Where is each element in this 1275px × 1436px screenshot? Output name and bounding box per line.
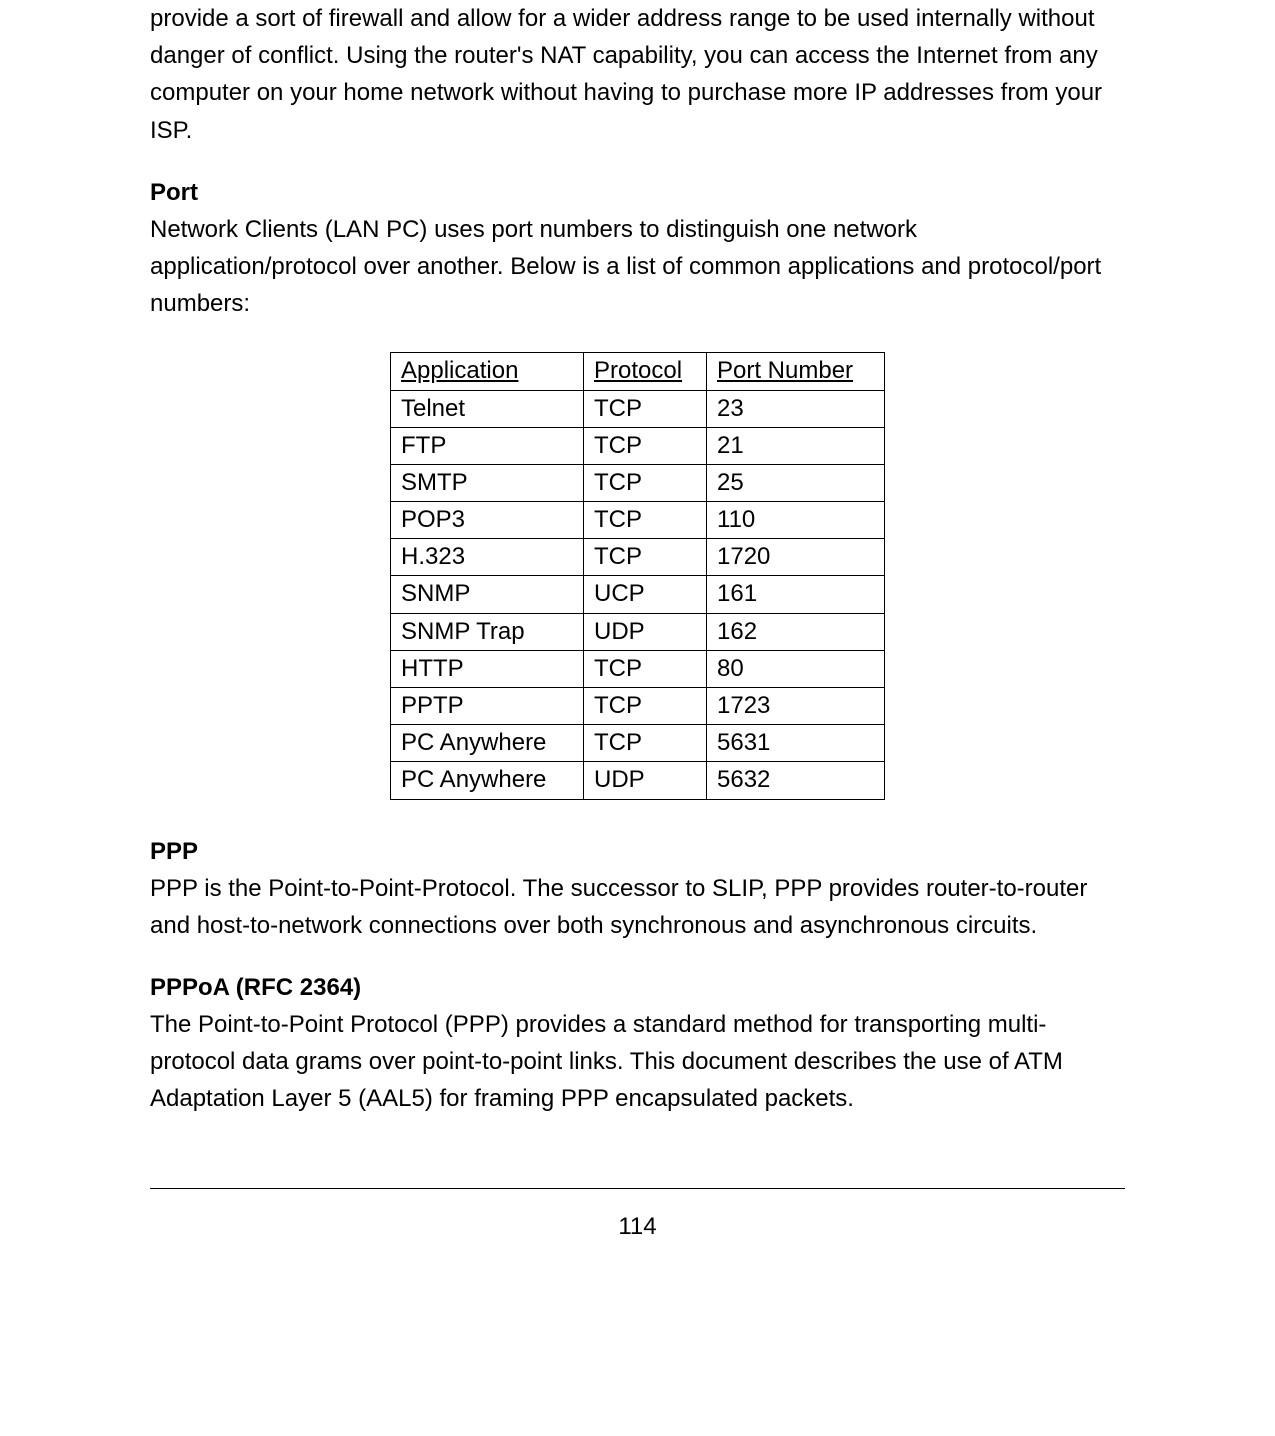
cell-port-number: 1723 <box>707 688 885 725</box>
cell-application: Telnet <box>391 390 584 427</box>
pppoa-body: The Point-to-Point Protocol (PPP) provid… <box>150 1006 1125 1118</box>
footer-rule <box>150 1188 1125 1189</box>
cell-application: PC Anywhere <box>391 762 584 799</box>
table-row: PPTPTCP1723 <box>391 688 885 725</box>
table-row: FTPTCP21 <box>391 427 885 464</box>
page-number: 114 <box>150 1213 1125 1241</box>
pppoa-heading: PPPoA (RFC 2364) <box>150 974 1125 1002</box>
cell-port-number: 5632 <box>707 762 885 799</box>
cell-protocol: TCP <box>584 650 707 687</box>
cell-protocol: UCP <box>584 576 707 613</box>
table-row: H.323TCP1720 <box>391 539 885 576</box>
cell-port-number: 5631 <box>707 725 885 762</box>
cell-protocol: TCP <box>584 688 707 725</box>
port-table: Application Protocol Port Number TelnetT… <box>390 352 885 799</box>
cell-protocol: TCP <box>584 539 707 576</box>
cell-protocol: TCP <box>584 390 707 427</box>
table-row: SNMPUCP161 <box>391 576 885 613</box>
col-header-port-number: Port Number <box>707 353 885 390</box>
table-row: HTTPTCP80 <box>391 650 885 687</box>
table-row: SMTPTCP25 <box>391 464 885 501</box>
cell-port-number: 162 <box>707 613 885 650</box>
document-page: provide a sort of firewall and allow for… <box>0 0 1275 1436</box>
cell-port-number: 110 <box>707 502 885 539</box>
intro-paragraph: provide a sort of firewall and allow for… <box>150 0 1125 149</box>
table-row: PC AnywhereTCP5631 <box>391 725 885 762</box>
ppp-body: PPP is the Point-to-Point-Protocol. The … <box>150 870 1125 944</box>
port-heading: Port <box>150 179 1125 207</box>
col-header-protocol: Protocol <box>584 353 707 390</box>
port-body: Network Clients (LAN PC) uses port numbe… <box>150 211 1125 323</box>
cell-port-number: 21 <box>707 427 885 464</box>
cell-port-number: 25 <box>707 464 885 501</box>
port-table-body: TelnetTCP23FTPTCP21SMTPTCP25POP3TCP110H.… <box>391 390 885 799</box>
cell-application: SNMP <box>391 576 584 613</box>
cell-port-number: 1720 <box>707 539 885 576</box>
table-row: SNMP TrapUDP162 <box>391 613 885 650</box>
cell-port-number: 80 <box>707 650 885 687</box>
col-header-application: Application <box>391 353 584 390</box>
cell-protocol: UDP <box>584 613 707 650</box>
cell-application: PC Anywhere <box>391 725 584 762</box>
cell-application: PPTP <box>391 688 584 725</box>
cell-protocol: TCP <box>584 464 707 501</box>
cell-port-number: 161 <box>707 576 885 613</box>
cell-protocol: TCP <box>584 725 707 762</box>
cell-application: POP3 <box>391 502 584 539</box>
table-row: PC AnywhereUDP5632 <box>391 762 885 799</box>
cell-application: FTP <box>391 427 584 464</box>
cell-application: HTTP <box>391 650 584 687</box>
ppp-heading: PPP <box>150 838 1125 866</box>
table-row: POP3TCP110 <box>391 502 885 539</box>
cell-protocol: UDP <box>584 762 707 799</box>
cell-port-number: 23 <box>707 390 885 427</box>
cell-application: H.323 <box>391 539 584 576</box>
table-header-row: Application Protocol Port Number <box>391 353 885 390</box>
cell-protocol: TCP <box>584 427 707 464</box>
cell-application: SMTP <box>391 464 584 501</box>
cell-application: SNMP Trap <box>391 613 584 650</box>
table-row: TelnetTCP23 <box>391 390 885 427</box>
cell-protocol: TCP <box>584 502 707 539</box>
